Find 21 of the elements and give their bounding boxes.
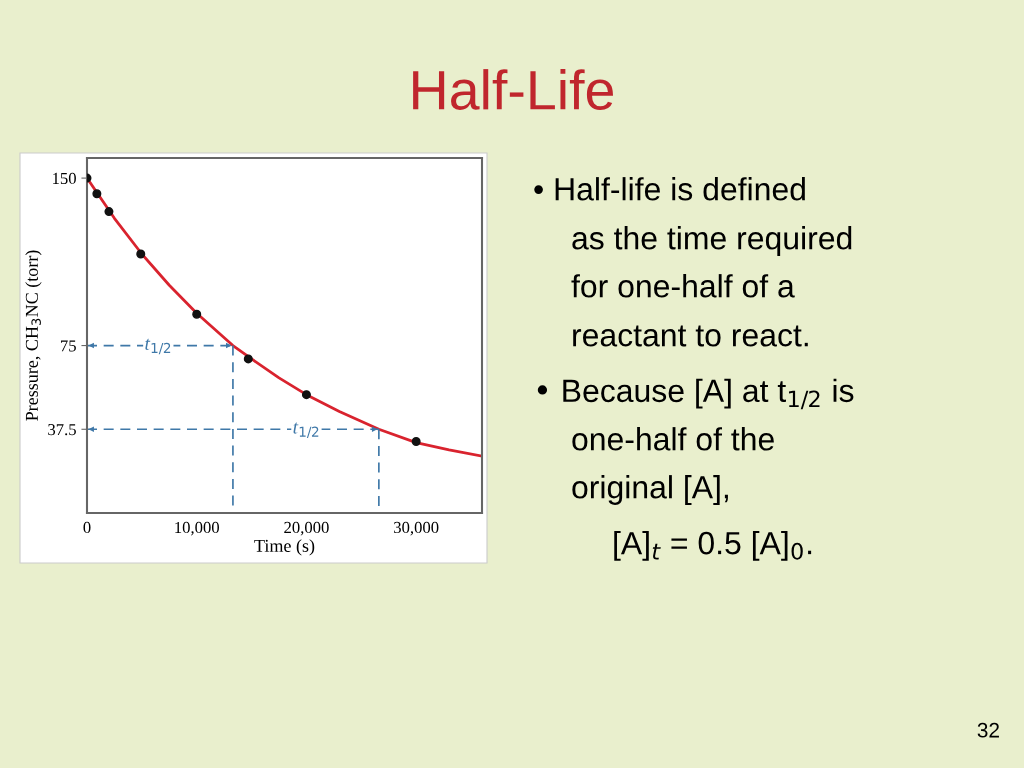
x-axis-title: Time (s)	[254, 539, 315, 556]
text: for one-half of a	[571, 274, 795, 298]
text: one-half of the	[572, 427, 774, 451]
y-axis-title: Pressure, CH$_{3}$NC (torr)	[25, 250, 42, 421]
text: 32	[977, 722, 999, 738]
text: original [A],	[572, 475, 728, 505]
text: reactant to react.	[573, 325, 808, 347]
x-tick-label: 20,000	[284, 521, 329, 536]
text: • Half-life is defined	[534, 177, 805, 201]
x-tick-label: 0	[83, 521, 91, 534]
annotation: t$_{1/2}$	[293, 422, 319, 438]
chart-title: Half-Life	[413, 69, 613, 110]
y-tick-label: 37.5	[48, 424, 76, 436]
y-tick-label: 150	[53, 172, 76, 185]
x-tick-label: 10,000	[175, 521, 219, 536]
text: [A]$_{t}$ = 0.5 [A]$_{0}$.	[614, 530, 812, 561]
annotation: t$_{1/2}$	[145, 338, 171, 355]
y-tick-label: 75	[61, 340, 76, 352]
x-tick-label: 30,000	[394, 521, 439, 536]
text: • Because [A] at t$_{1/2}$ is	[537, 378, 854, 410]
text: as the time required	[572, 226, 852, 256]
